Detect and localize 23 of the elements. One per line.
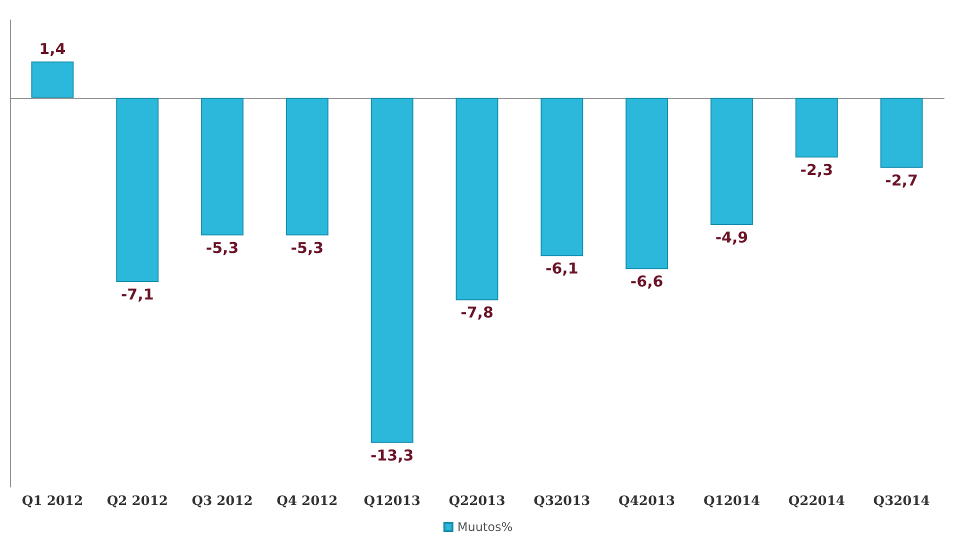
data-label: -13,3 xyxy=(370,446,414,464)
data-label: 1,4 xyxy=(39,40,66,58)
data-label: -5,3 xyxy=(290,238,324,257)
x-tick-label: Q12013 xyxy=(364,494,420,509)
data-label: -4,9 xyxy=(715,228,748,246)
x-tick-label: Q3 2012 xyxy=(192,494,253,509)
legend-label: Muutos% xyxy=(457,520,513,534)
data-label: -2,7 xyxy=(885,171,918,190)
x-tick-label: Q32014 xyxy=(873,494,930,509)
data-label: -2,3 xyxy=(800,161,834,180)
x-tick-label: Q1 2012 xyxy=(22,494,83,509)
data-label: -5,3 xyxy=(206,238,239,257)
data-label: -7,8 xyxy=(460,304,494,322)
x-tick-label: Q12014 xyxy=(703,494,760,509)
data-label: -6,1 xyxy=(546,260,578,278)
x-tick-label: Q2 2012 xyxy=(106,494,168,509)
data-label: -7,1 xyxy=(120,286,154,304)
x-tick-label: Q4 2012 xyxy=(276,494,338,509)
x-tick-label: Q32013 xyxy=(534,494,590,509)
data-label: -6,6 xyxy=(630,272,664,291)
x-tick-label: Q42013 xyxy=(618,494,676,509)
x-tick-label: Q22014 xyxy=(788,494,845,509)
x-tick-label: Q22013 xyxy=(448,494,506,509)
